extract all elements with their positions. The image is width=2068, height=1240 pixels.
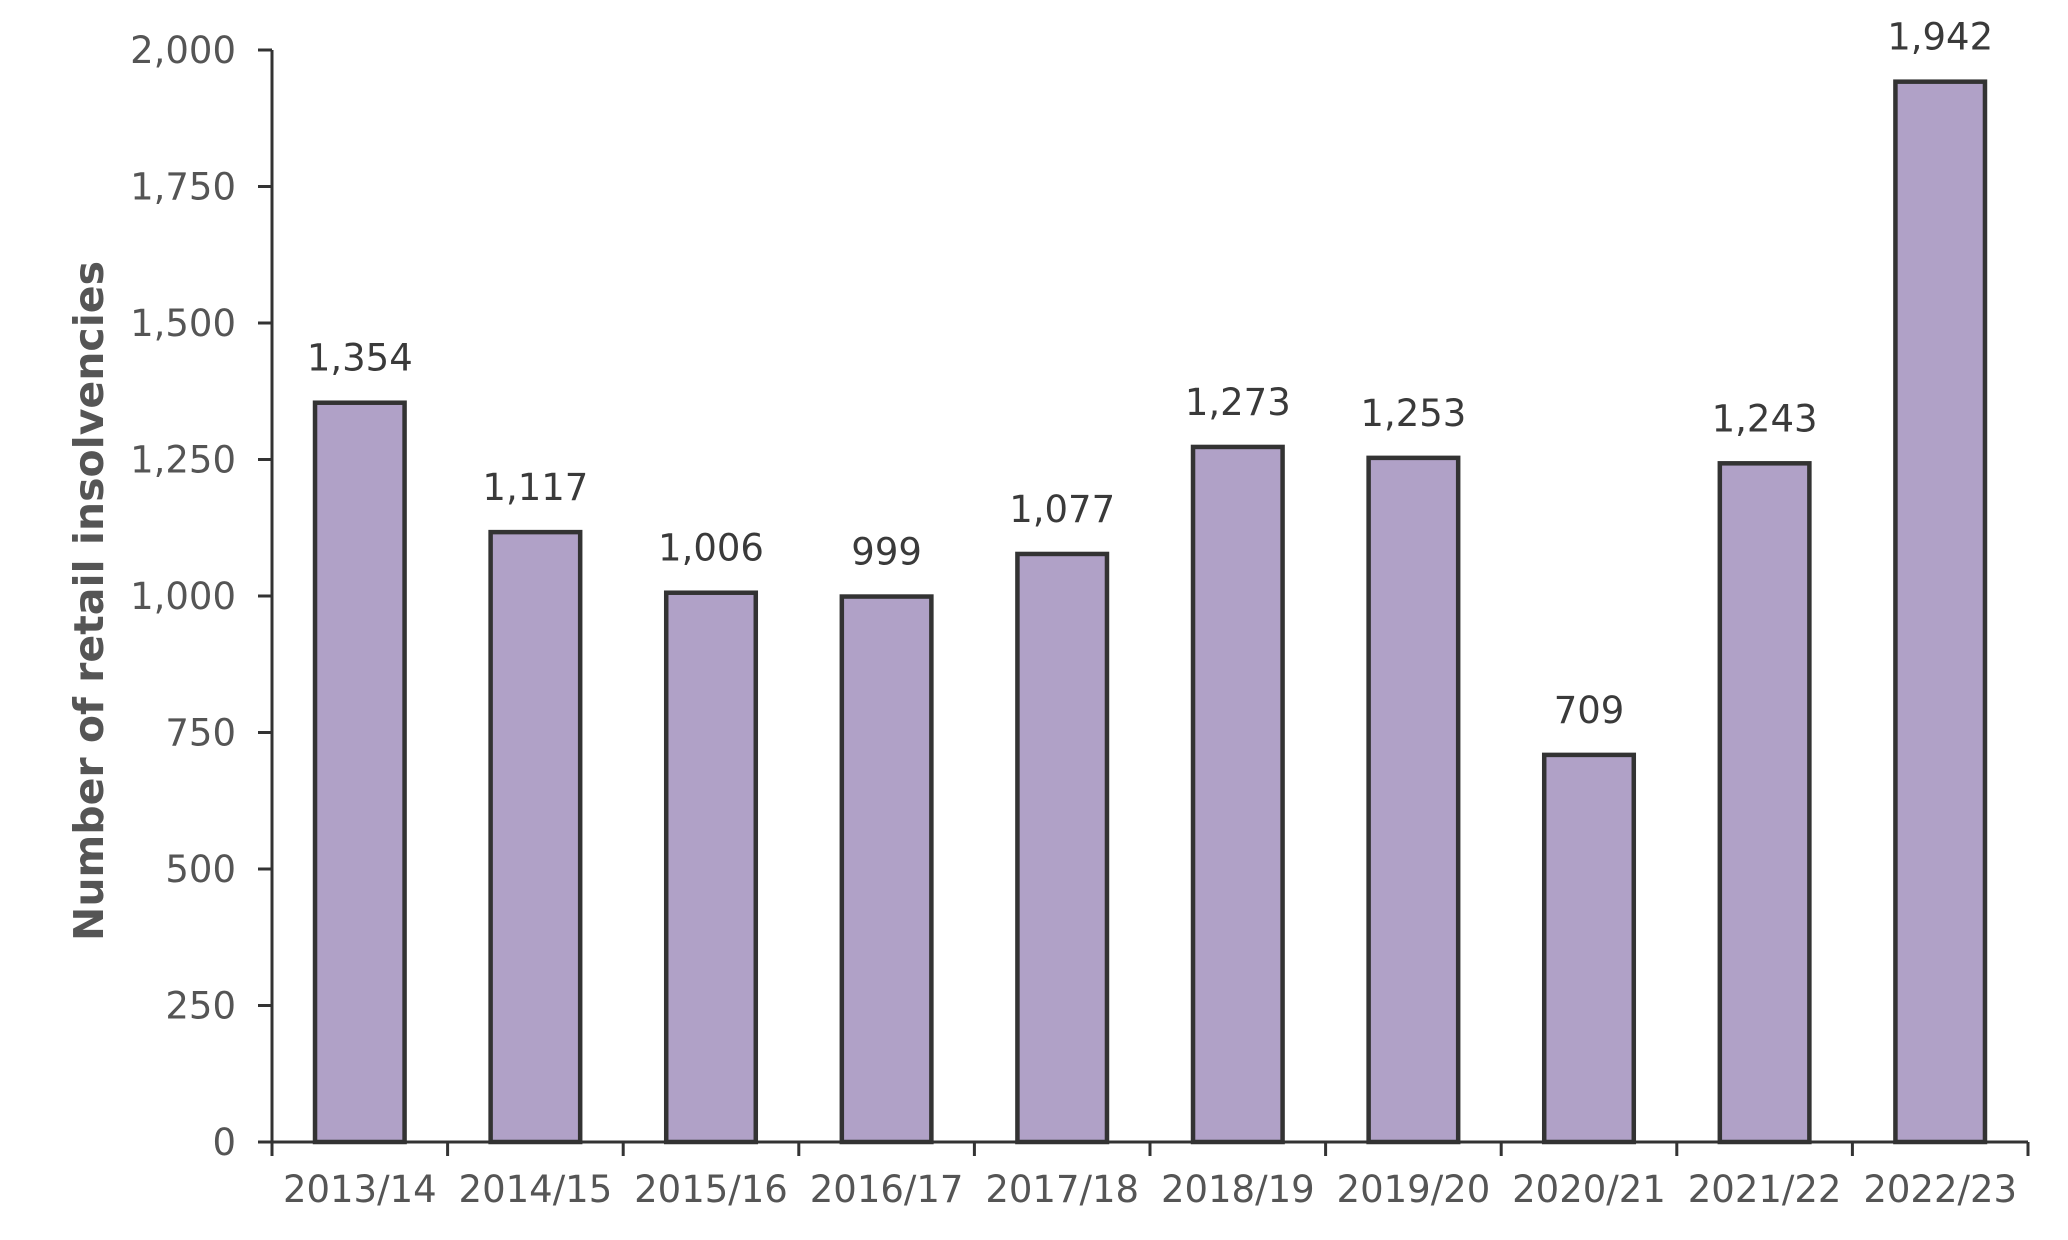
bar-value-label: 1,273 (1185, 381, 1291, 424)
bar (1015, 551, 1110, 1145)
bar (1717, 461, 1812, 1145)
x-tick-label: 2014/15 (459, 1168, 613, 1211)
x-tick-label: 2021/22 (1688, 1168, 1842, 1211)
y-tick-label: 250 (165, 985, 236, 1028)
bar-value-label: 1,253 (1360, 392, 1466, 435)
x-tick-label: 2016/17 (810, 1168, 964, 1211)
bars: 1,354 1,117 1,006 999 1,077 1,273 1,253 709 1,24… (307, 16, 1993, 1145)
bar (1366, 455, 1461, 1145)
y-tick-label: 1,250 (130, 439, 236, 482)
y-tick-label: 0 (212, 1121, 236, 1164)
y-tick-label: 1,500 (130, 302, 236, 345)
bar-value-label: 1,354 (307, 337, 413, 380)
bar (312, 400, 407, 1145)
x-tick-label: 2015/16 (634, 1168, 788, 1211)
bar (1190, 444, 1285, 1145)
x-axis-ticks: 2013/14 2014/15 2015/16 2016/17 2017/18 2018/… (270, 1142, 2030, 1211)
x-tick-label: 2020/21 (1512, 1168, 1666, 1211)
x-tick-label: 2019/20 (1337, 1168, 1491, 1211)
y-tick-label: 1,000 (130, 575, 236, 618)
bar-value-label: 999 (851, 531, 922, 574)
x-tick-label: 2022/23 (1863, 1168, 2017, 1211)
y-axis-ticks: 0 250 500 750 1,000 1,250 1,500 1,750 2,000 (130, 29, 272, 1164)
bar (1541, 752, 1637, 1145)
x-tick-label: 2018/19 (1161, 1168, 1315, 1211)
bar (1893, 79, 1988, 1145)
bar (663, 590, 759, 1145)
bar-value-label: 1,117 (482, 466, 588, 509)
bar (839, 594, 934, 1145)
x-tick-label: 2017/18 (985, 1168, 1139, 1211)
bar-value-label: 1,243 (1712, 397, 1818, 440)
y-tick-label: 500 (165, 848, 236, 891)
x-tick-label: 2013/14 (283, 1168, 437, 1211)
y-tick-label: 750 (165, 712, 236, 755)
bar-value-label: 1,006 (658, 527, 764, 570)
bar (488, 529, 583, 1145)
bar-value-label: 1,942 (1887, 16, 1993, 59)
y-axis-title: Number of retail insolvencies (65, 261, 113, 941)
y-tick-label: 2,000 (130, 29, 236, 72)
y-tick-label: 1,750 (130, 166, 236, 209)
bar-value-label: 709 (1554, 689, 1625, 732)
bar-value-label: 1,077 (1009, 488, 1115, 531)
